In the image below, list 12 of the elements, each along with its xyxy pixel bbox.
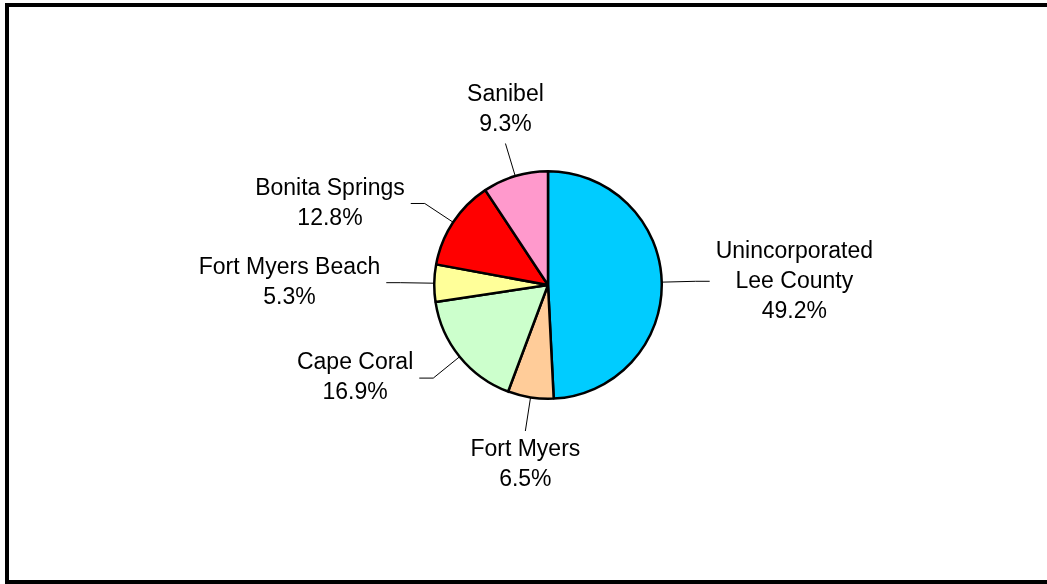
data-label: 6.5% <box>499 465 552 492</box>
data-label: 5.3% <box>263 283 316 310</box>
slice-label: Fort Myers <box>470 435 581 462</box>
slice-label: Unincorporated Lee County <box>715 236 873 293</box>
data-label: 12.8% <box>297 203 363 230</box>
data-label: 16.9% <box>322 378 388 405</box>
slice-label: Cape Coral <box>296 348 414 375</box>
slice-label: Fort Myers Beach <box>198 253 381 280</box>
data-label: 9.3% <box>479 109 532 136</box>
data-label: 49.2% <box>761 296 827 323</box>
slice-label: Sanibel <box>467 79 544 106</box>
slice-label: Bonita Springs <box>255 173 405 200</box>
